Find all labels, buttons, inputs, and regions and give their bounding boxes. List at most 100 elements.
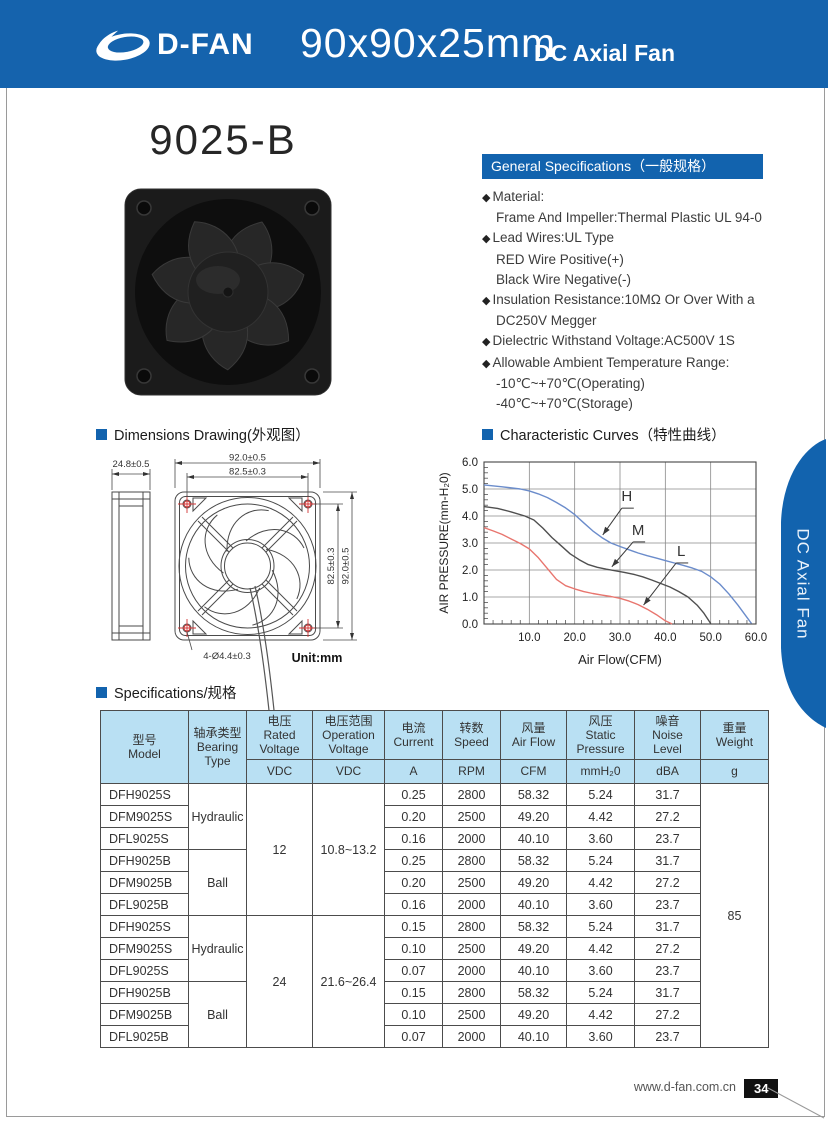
characteristic-curves-chart: 0.0 1.0 2.0 3.0 4.0 5.0 6.0 10.0 20.0 30.0 40.0 50.… bbox=[438, 457, 767, 667]
static-pressure-cell: 3.60 bbox=[566, 893, 635, 916]
dim-height-outer: 92.0±0.5 bbox=[341, 548, 352, 585]
weight-cell: 85 bbox=[700, 783, 769, 1048]
general-spec-item: Frame And Impeller:Thermal Plastic UL 94… bbox=[496, 210, 762, 226]
general-spec-item: Black Wire Negative(-) bbox=[496, 271, 632, 287]
noise-cell: 27.2 bbox=[634, 871, 701, 894]
static-pressure-cell: 4.42 bbox=[566, 805, 635, 828]
diamond-bullet-icon: ◆ bbox=[482, 233, 491, 246]
speed-cell: 2500 bbox=[442, 805, 501, 828]
current-cell: 0.20 bbox=[384, 871, 443, 894]
speed-cell: 2000 bbox=[442, 1025, 501, 1048]
diamond-bullet-icon: ◆ bbox=[482, 192, 491, 204]
current-cell: 0.15 bbox=[384, 981, 443, 1004]
noise-cell: 23.7 bbox=[634, 827, 701, 850]
page-title: 90x90x25mm bbox=[300, 20, 557, 66]
side-tab-label: DC Axial Fan bbox=[794, 528, 813, 639]
model-cell: DFM9025S bbox=[100, 805, 189, 828]
unit-header: RPM bbox=[442, 758, 501, 785]
current-cell: 0.25 bbox=[384, 783, 443, 806]
static-pressure-cell: 4.42 bbox=[566, 871, 635, 894]
unit-header: g bbox=[700, 758, 769, 785]
hole-center-marks bbox=[178, 495, 317, 637]
dfan-logo-icon bbox=[96, 30, 150, 61]
svg-text:20.0: 20.0 bbox=[563, 632, 585, 644]
current-cell: 0.20 bbox=[384, 805, 443, 828]
column-header: 电流 Current bbox=[384, 710, 443, 760]
svg-text:3.0: 3.0 bbox=[462, 538, 478, 550]
svg-text:L: L bbox=[677, 543, 685, 560]
diamond-bullet-icon: ◆ bbox=[482, 295, 491, 308]
rated-voltage-cell: 24 bbox=[246, 915, 313, 1048]
dim-holes-callout: 4-Ø4.4±0.3 bbox=[203, 651, 250, 662]
rated-voltage-cell: 12 bbox=[246, 783, 313, 916]
model-cell: DFH9025S bbox=[100, 783, 189, 806]
model-cell: DFL9025S bbox=[100, 827, 189, 850]
air-flow-cell: 49.20 bbox=[500, 937, 567, 960]
model-cell: DFH9025S bbox=[100, 915, 189, 938]
model-cell: DFH9025B bbox=[100, 981, 189, 1004]
svg-text:60.0: 60.0 bbox=[745, 632, 767, 644]
speed-cell: 2500 bbox=[442, 871, 501, 894]
side-tab: DC Axial Fan bbox=[781, 439, 826, 728]
table-row: DFH9025S Hydraulic 24 21.6~26.4 0.15 2800 58.3… bbox=[100, 915, 769, 1048]
dim-width-holes: 82.5±0.3 bbox=[229, 467, 266, 478]
section-bullet-icon bbox=[96, 687, 107, 698]
dim-height-holes: 82.5±0.3 bbox=[326, 548, 337, 585]
column-header: 转数 Speed bbox=[442, 710, 501, 760]
bearing-cell: Ball bbox=[188, 981, 247, 1048]
operation-voltage-cell: 10.8~13.2 bbox=[312, 783, 385, 916]
current-cell: 0.10 bbox=[384, 1003, 443, 1026]
air-flow-cell: 58.32 bbox=[500, 915, 567, 938]
bearing-cell: Hydraulic bbox=[188, 783, 247, 850]
spec-table-head: 型号 Model 轴承类型 Bearing Type 电压 Rated Voltage 电压… bbox=[100, 710, 769, 785]
general-spec-item: ◆ Allowable Ambient Temperature Range: bbox=[482, 354, 730, 370]
static-pressure-cell: 5.24 bbox=[566, 849, 635, 872]
curves-section-title: Characteristic Curves（特性曲线） bbox=[482, 424, 726, 445]
general-specs-list: ◆ Material: Frame And Impeller:Thermal Pla… bbox=[482, 187, 792, 414]
general-spec-item: ◆ Dielectric Withstand Voltage:AC500V 1S bbox=[482, 333, 735, 349]
column-header: 电压范围 Operation Voltage bbox=[312, 710, 385, 760]
speed-cell: 2500 bbox=[442, 937, 501, 960]
page-subtitle: DC Axial Fan bbox=[534, 40, 676, 66]
table-row: DFH9025B Ball 0.15 2800 58.32 5.24 31.7 bbox=[100, 981, 769, 1048]
static-pressure-cell: 3.60 bbox=[566, 827, 635, 850]
speed-cell: 2800 bbox=[442, 915, 501, 938]
svg-text:4.0: 4.0 bbox=[462, 511, 478, 523]
noise-cell: 31.7 bbox=[634, 981, 701, 1004]
column-header: 轴承类型 Bearing Type bbox=[188, 710, 247, 784]
dim-width-outer: 92.0±0.5 bbox=[229, 453, 266, 464]
page-number-badge: 34 bbox=[744, 1079, 779, 1098]
footer-website: www.d-fan.com.cn bbox=[633, 1080, 736, 1094]
noise-cell: 27.2 bbox=[634, 805, 701, 828]
noise-cell: 23.7 bbox=[634, 893, 701, 916]
bearing-cell: Hydraulic bbox=[188, 915, 247, 982]
unit-header: VDC bbox=[312, 758, 385, 785]
model-cell: DFL9025B bbox=[100, 1025, 189, 1048]
current-cell: 0.15 bbox=[384, 915, 443, 938]
dimensions-section-title: Dimensions Drawing(外观图） bbox=[96, 424, 310, 445]
air-flow-cell: 49.20 bbox=[500, 1003, 567, 1026]
spec-table: 型号 Model 轴承类型 Bearing Type 电压 Rated Voltage 电压… bbox=[100, 710, 769, 1048]
table-row: DFM9025S 0.10 2500 49.20 4.42 27.2 bbox=[100, 937, 769, 960]
svg-text:40.0: 40.0 bbox=[654, 632, 676, 644]
air-flow-cell: 40.10 bbox=[500, 827, 567, 850]
model-cell: DFM9025S bbox=[100, 937, 189, 960]
noise-cell: 31.7 bbox=[634, 849, 701, 872]
speed-cell: 2800 bbox=[442, 849, 501, 872]
air-flow-cell: 40.10 bbox=[500, 959, 567, 982]
svg-text:AIR PRESSURE(mm-H₂0): AIR PRESSURE(mm-H₂0) bbox=[438, 472, 451, 613]
air-flow-cell: 40.10 bbox=[500, 1025, 567, 1048]
general-spec-item: RED Wire Positive(+) bbox=[496, 251, 624, 267]
svg-text:Air Flow(CFM): Air Flow(CFM) bbox=[578, 652, 662, 667]
svg-text:2.0: 2.0 bbox=[462, 565, 478, 577]
noise-cell: 23.7 bbox=[634, 959, 701, 982]
static-pressure-cell: 4.42 bbox=[566, 937, 635, 960]
current-cell: 0.07 bbox=[384, 959, 443, 982]
speed-cell: 2500 bbox=[442, 1003, 501, 1026]
column-header: 风压 Static Pressure bbox=[566, 710, 635, 760]
column-header: 重量 Weight bbox=[700, 710, 769, 760]
table-row: DFH9025S Hydraulic 12 10.8~13.2 0.25 2800 58.3… bbox=[100, 783, 769, 1048]
brand-name: D-FAN bbox=[157, 28, 254, 61]
current-cell: 0.07 bbox=[384, 1025, 443, 1048]
column-header: 电压 Rated Voltage bbox=[246, 710, 313, 760]
